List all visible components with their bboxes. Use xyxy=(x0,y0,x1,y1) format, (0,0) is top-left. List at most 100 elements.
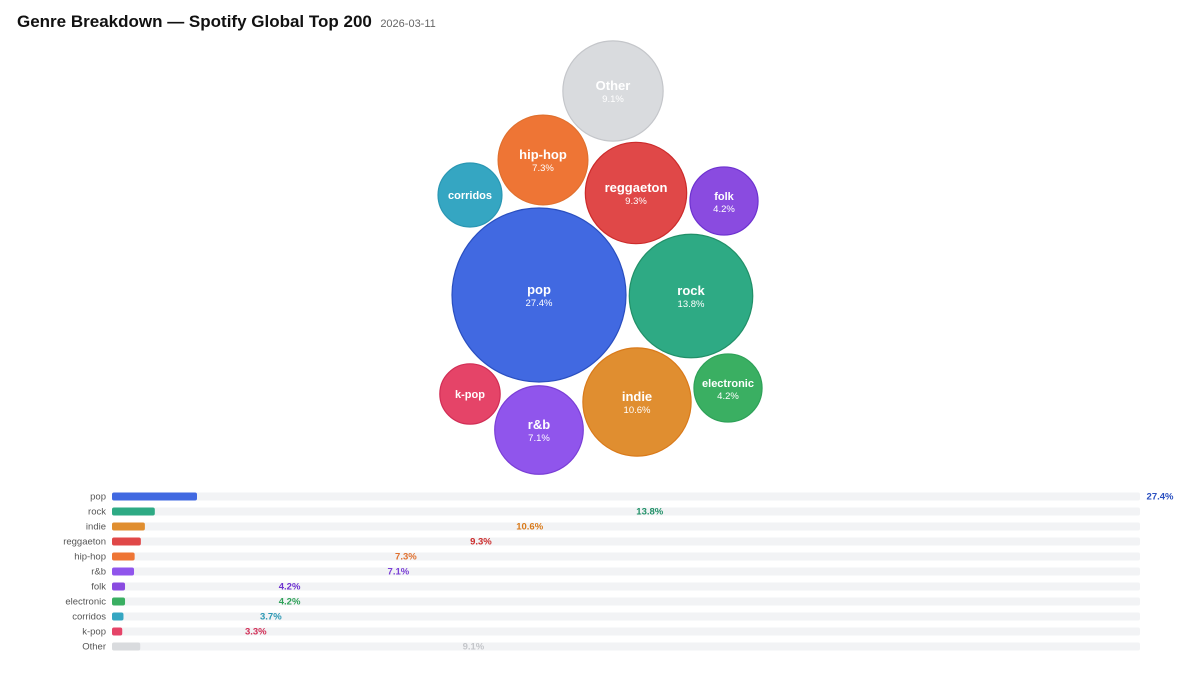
bubble-corridos[interactable]: corridos xyxy=(437,162,503,228)
bubble-circle-hip-hop[interactable] xyxy=(497,114,589,206)
bubble-label-other: Other xyxy=(596,78,631,93)
bar-track xyxy=(112,597,1140,606)
bar-value-label: 9.1% xyxy=(463,642,485,653)
bar-value-label: 7.3% xyxy=(395,552,417,563)
bubble-circle-corridos[interactable] xyxy=(437,162,503,228)
bar-value-label: 7.1% xyxy=(388,567,410,578)
bubble-pct-pop: 27.4% xyxy=(526,298,553,309)
bubble-circle-randb[interactable] xyxy=(494,385,584,475)
bubble-circle-k-pop[interactable] xyxy=(439,363,501,425)
bar-fill-reggaeton xyxy=(112,537,141,546)
bubble-circle-rock[interactable] xyxy=(628,233,754,359)
bar-track xyxy=(112,522,1140,531)
bubble-label-randb: r&b xyxy=(528,417,550,432)
bar-row-reggaeton[interactable]: reggaeton 9.3% xyxy=(63,537,1140,548)
bar-row-k-pop[interactable]: k-pop 3.3% xyxy=(82,627,1140,638)
bar-fill-indie xyxy=(112,522,145,531)
bar-fill-randb xyxy=(112,567,135,576)
bar-fill-electronic xyxy=(112,597,126,606)
bar-value-label: 13.8% xyxy=(636,507,663,518)
bar-track xyxy=(112,492,1140,501)
bar-track xyxy=(112,567,1140,576)
bar-row-pop[interactable]: pop 27.4% xyxy=(90,492,1174,503)
bar-fill-folk xyxy=(112,582,126,591)
bar-row-other[interactable]: Other 9.1% xyxy=(82,642,1140,653)
bar-row-randb[interactable]: r&b 7.1% xyxy=(91,567,1140,578)
bar-category-label: rock xyxy=(88,507,106,518)
bubble-randb[interactable]: r&b7.1% xyxy=(494,385,584,475)
bubble-pct-electronic: 4.2% xyxy=(717,391,739,402)
bar-category-label: pop xyxy=(90,492,106,503)
bubble-pct-rock: 13.8% xyxy=(678,299,705,310)
bubble-label-rock: rock xyxy=(677,283,705,298)
bubble-chart: pop27.4%rock13.8%indie10.6%reggaeton9.3%… xyxy=(437,40,763,475)
bubble-pct-folk: 4.2% xyxy=(713,204,735,215)
bar-row-hip-hop[interactable]: hip-hop 7.3% xyxy=(74,552,1140,563)
bar-row-corridos[interactable]: corridos 3.7% xyxy=(72,612,1140,623)
bubble-circle-electronic[interactable] xyxy=(693,353,763,423)
bar-track xyxy=(112,582,1140,591)
bar-row-folk[interactable]: folk 4.2% xyxy=(91,582,1140,593)
bubble-label-indie: indie xyxy=(622,389,652,404)
bar-value-label: 4.2% xyxy=(279,582,301,593)
bar-fill-hip-hop xyxy=(112,552,135,561)
bubble-circle-reggaeton[interactable] xyxy=(584,141,688,245)
bar-fill-k-pop xyxy=(112,627,123,636)
bar-category-label: electronic xyxy=(65,597,106,608)
bubble-label-k-pop: k-pop xyxy=(455,389,485,401)
bubble-k-pop[interactable]: k-pop xyxy=(439,363,501,425)
bubble-circle-folk[interactable] xyxy=(689,166,759,236)
bar-fill-pop xyxy=(112,492,197,501)
bar-row-indie[interactable]: indie 10.6% xyxy=(86,522,1140,533)
bar-value-label: 9.3% xyxy=(470,537,492,548)
bubble-pct-other: 9.1% xyxy=(602,94,624,105)
bar-category-label: hip-hop xyxy=(74,552,106,563)
bar-category-label: reggaeton xyxy=(63,537,106,548)
bar-category-label: folk xyxy=(91,582,106,593)
bar-value-label: 3.3% xyxy=(245,627,267,638)
bar-track xyxy=(112,552,1140,561)
bar-track xyxy=(112,612,1140,621)
bubble-label-hip-hop: hip-hop xyxy=(519,147,567,162)
bar-value-label: 3.7% xyxy=(260,612,282,623)
bar-category-label: indie xyxy=(86,522,106,533)
chart-title: Genre Breakdown — Spotify Global Top 200 xyxy=(17,12,372,31)
bubble-label-reggaeton: reggaeton xyxy=(605,180,668,195)
bar-value-label: 4.2% xyxy=(279,597,301,608)
bar-category-label: Other xyxy=(82,642,106,653)
bar-value-label: 10.6% xyxy=(516,522,543,533)
bubble-circle-pop[interactable] xyxy=(451,207,627,383)
bar-track xyxy=(112,537,1140,546)
bubble-label-electronic: electronic xyxy=(702,378,754,390)
bubble-pct-randb: 7.1% xyxy=(528,433,550,444)
bubble-circle-indie[interactable] xyxy=(582,347,692,457)
bar-category-label: corridos xyxy=(72,612,106,623)
bar-fill-other xyxy=(112,642,141,651)
bubble-label-folk: folk xyxy=(714,191,734,203)
chart-header: Genre Breakdown — Spotify Global Top 200… xyxy=(17,12,436,32)
bar-track xyxy=(112,642,1140,651)
bar-row-electronic[interactable]: electronic 4.2% xyxy=(65,597,1140,608)
bar-row-rock[interactable]: rock 13.8% xyxy=(88,507,1140,518)
bar-value-label: 27.4% xyxy=(1147,492,1174,503)
chart-date: 2026-03-11 xyxy=(380,18,436,30)
bar-track xyxy=(112,627,1140,636)
bubble-pct-indie: 10.6% xyxy=(624,405,651,416)
bar-track xyxy=(112,507,1140,516)
bubble-label-corridos: corridos xyxy=(448,190,492,202)
bar-fill-rock xyxy=(112,507,155,516)
bubble-label-pop: pop xyxy=(527,282,551,297)
bubble-circle-other[interactable] xyxy=(562,40,664,142)
bar-fill-corridos xyxy=(112,612,124,621)
bar-category-label: r&b xyxy=(91,567,106,578)
bubble-pct-hip-hop: 7.3% xyxy=(532,163,554,174)
